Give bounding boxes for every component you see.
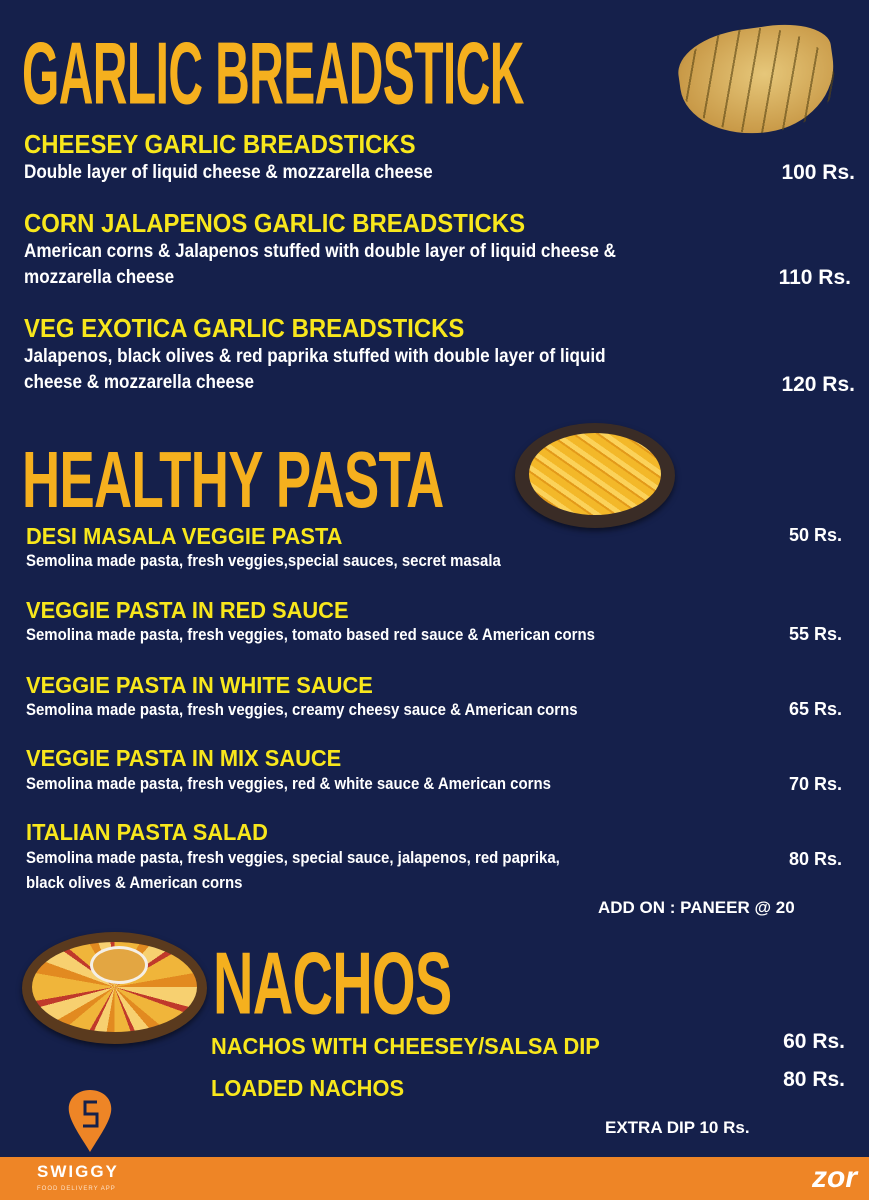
garlic-bread-image <box>673 17 842 144</box>
swiggy-tagline: FOOD DELIVERY APP <box>37 1186 116 1192</box>
item-name: DESI MASALA VEGGIE PASTA <box>26 523 343 549</box>
item-price: 80 Rs. <box>788 849 842 869</box>
item-description: cheese & mozzarella cheese <box>24 372 255 393</box>
section-title-nachos: NACHOS <box>213 934 452 1033</box>
item-name: CHEESEY GARLIC BREADSTICKS <box>24 129 416 159</box>
swiggy-brand: SWIGGY <box>37 1162 119 1181</box>
item-price: 50 Rs. <box>788 525 842 545</box>
item-description: Semolina made pasta, fresh veggies, toma… <box>26 625 595 644</box>
item-name: CORN JALAPENOS GARLIC BREADSTICKS <box>24 208 526 238</box>
item-price: 100 Rs. <box>781 161 855 184</box>
item-description: American corns & Jalapenos stuffed with … <box>24 241 616 262</box>
section-title-garlic-breadstick: GARLIC BREADSTICK <box>22 24 524 123</box>
item-description: Double layer of liquid cheese & mozzarel… <box>24 162 433 183</box>
pasta-plate-image <box>515 423 675 528</box>
item-name: ITALIAN PASTA SALAD <box>26 819 268 845</box>
item-description: Semolina made pasta, fresh veggies, spec… <box>26 848 560 867</box>
item-price: 60 Rs. <box>783 1030 845 1053</box>
item-price: 70 Rs. <box>788 774 842 794</box>
item-price: 80 Rs. <box>783 1068 845 1091</box>
item-price: 110 Rs. <box>778 266 851 289</box>
item-description: Semolina made pasta, fresh veggies, crea… <box>26 700 578 719</box>
item-price: 55 Rs. <box>788 624 842 644</box>
item-name: VEGGIE PASTA IN RED SAUCE <box>26 597 349 623</box>
item-description: Semolina made pasta, fresh veggies, red … <box>26 774 551 793</box>
item-price: 65 Rs. <box>788 699 842 719</box>
item-name: VEGGIE PASTA IN MIX SAUCE <box>26 745 342 771</box>
item-price: 120 Rs. <box>781 373 855 396</box>
swiggy-logo-icon <box>67 1090 113 1152</box>
extra-dip-note: EXTRA DIP 10 Rs. <box>605 1118 750 1137</box>
item-description: Semolina made pasta, fresh veggies,speci… <box>26 551 501 570</box>
item-name: LOADED NACHOS <box>211 1075 405 1101</box>
section-title-healthy-pasta: HEALTHY PASTA <box>22 435 444 524</box>
addon-note: ADD ON : PANEER @ 20 <box>598 898 795 917</box>
item-name: VEGGIE PASTA IN WHITE SAUCE <box>26 672 373 698</box>
zomato-brand: zor <box>812 1161 857 1194</box>
footer-bar: SWIGGY FOOD DELIVERY APP zor <box>0 1157 869 1200</box>
nachos-plate-image <box>22 932 207 1044</box>
item-name: NACHOS WITH CHEESEY/SALSA DIP <box>211 1033 600 1059</box>
item-name: VEG EXOTICA GARLIC BREADSTICKS <box>24 313 465 343</box>
item-description: black olives & American corns <box>26 873 243 892</box>
item-description: Jalapenos, black olives & red paprika st… <box>24 346 606 367</box>
item-description: mozzarella cheese <box>24 267 175 288</box>
